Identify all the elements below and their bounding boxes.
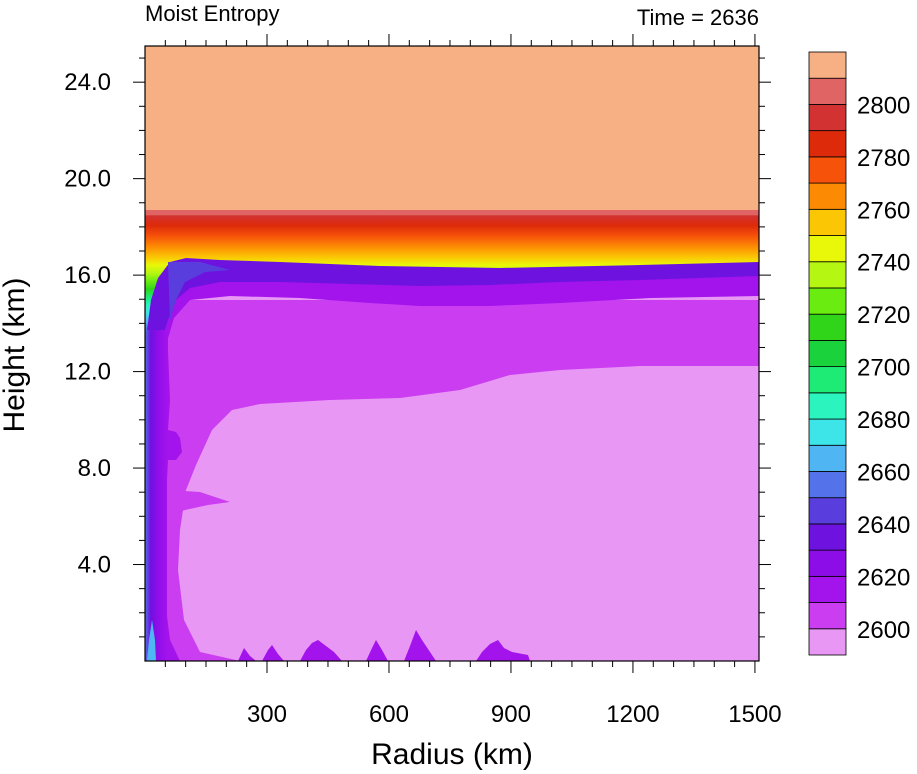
x-axis-ticks: 300 600 900 1200 1500: [164, 34, 782, 728]
surface-features: [238, 630, 530, 661]
colorbar-box: [808, 418, 847, 446]
region-2790: [145, 210, 759, 215]
region-2610-lobe: [170, 490, 230, 514]
region-2640-core: [168, 262, 230, 320]
colorbar-box: [808, 313, 847, 341]
colorbar-tick-label: 2720: [857, 302, 910, 329]
colorbar-tick-label: 2620: [857, 564, 910, 591]
colorbar-tick-label: 2600: [857, 617, 910, 644]
region-2610-upper: [145, 300, 759, 661]
colorbar-box: [808, 208, 847, 236]
colorbar-box: [808, 575, 847, 603]
colorbar-tick-label: 2640: [857, 512, 910, 539]
colorbar-tick-label: 2740: [857, 250, 910, 277]
y-tick-label: 20.0: [64, 166, 111, 193]
colorbar: 2600 2620 2640 2660 2680 2700 2720 2740 2760 2780…: [808, 51, 910, 656]
surface-core: [147, 620, 156, 661]
region-tropopause-gradient: [145, 212, 759, 345]
colorbar-box: [808, 156, 847, 184]
colorbar-tick-label: 2780: [857, 145, 910, 172]
x-tick-label: 900: [491, 701, 531, 728]
colorbar-box: [808, 392, 847, 420]
colorbar-box: [808, 287, 847, 315]
colorbar-box: [808, 261, 847, 289]
y-tick-label: 8.0: [78, 455, 111, 482]
colorbar-box: [808, 182, 847, 210]
colorbar-box: [808, 235, 847, 263]
x-tick-label: 300: [247, 701, 287, 728]
colorbar-box: [808, 471, 847, 499]
colorbar-tick-label: 2760: [857, 197, 910, 224]
chart-subtitle: Time = 2636: [637, 5, 759, 30]
region-core-gradient: [145, 330, 167, 661]
y-axis-label: Height (km): [0, 277, 31, 432]
colorbar-box: [808, 366, 847, 394]
contour-field: [145, 46, 759, 661]
colorbar-box: [808, 104, 847, 132]
plot-frame: 300 600 900 1200 1500 4.0 8.0 12.0 16.0 20.0 24.0: [64, 34, 782, 728]
colorbar-box: [808, 549, 847, 577]
colorbar-box: [808, 130, 847, 158]
colorbar-box: [808, 444, 847, 472]
colorbar-tick-label: 2680: [857, 407, 910, 434]
colorbar-box: [808, 497, 847, 525]
y-tick-label: 24.0: [64, 69, 111, 96]
colorbar-tick-label: 2660: [857, 459, 910, 486]
colorbar-tick-label: 2700: [857, 355, 910, 382]
colorbar-labels: 2600 2620 2640 2660 2680 2700 2720 2740 2760 2780…: [857, 92, 910, 643]
y-tick-label: 16.0: [64, 262, 111, 289]
colorbar-box: [808, 602, 847, 630]
y-tick-label: 4.0: [78, 552, 111, 579]
y-tick-label: 12.0: [64, 359, 111, 386]
colorbar-box: [808, 51, 847, 79]
region-2620-band: [145, 268, 759, 345]
colorbar-boxes: [808, 51, 847, 656]
colorbar-box: [808, 628, 847, 656]
colorbar-box: [808, 523, 847, 551]
colorbar-box: [808, 339, 847, 368]
region-2630-band: [145, 250, 759, 360]
colorbar-box: [808, 77, 847, 105]
y-axis-ticks: 4.0 8.0 12.0 16.0 20.0 24.0: [64, 57, 771, 638]
x-tick-label: 1200: [606, 701, 659, 728]
x-axis-label: Radius (km): [371, 738, 533, 771]
region-2800: [145, 46, 759, 212]
colorbar-tick-label: 2800: [857, 92, 910, 119]
chart-title: Moist Entropy: [145, 1, 280, 26]
x-tick-label: 1500: [728, 701, 781, 728]
x-tick-label: 600: [369, 701, 409, 728]
